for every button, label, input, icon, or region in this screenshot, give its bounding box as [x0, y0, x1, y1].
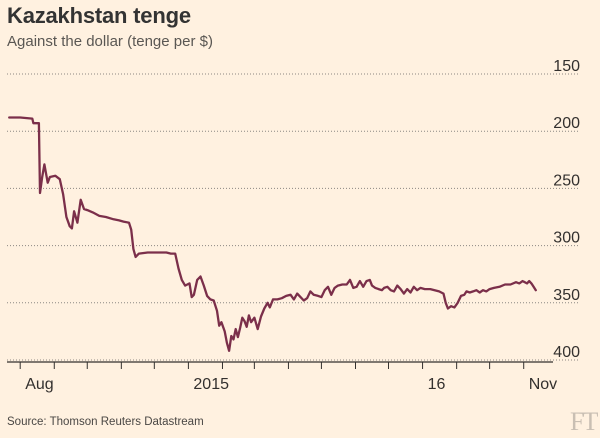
y-tick-label: 300 [553, 230, 580, 247]
x-tick-label: Aug [25, 376, 53, 393]
series-layer [8, 116, 537, 352]
y-axis-labels: 150 200 250 300 350 400 [553, 58, 580, 361]
series-line-0 [8, 116, 537, 352]
y-tick-label: 350 [553, 287, 580, 304]
chart-subtitle: Against the dollar (tenge per $) [7, 33, 213, 50]
x-tick-label: 16 [428, 376, 446, 393]
y-tick-label: 150 [553, 58, 580, 75]
source-note: Source: Thomson Reuters Datastream [7, 416, 204, 428]
x-tick-label: 2015 [193, 376, 229, 393]
x-tick-label: Nov [529, 376, 557, 393]
gridlines [7, 73, 580, 361]
chart-title: Kazakhstan tenge [7, 3, 191, 28]
y-tick-label: 400 [553, 344, 580, 361]
ft-logo: FT [570, 407, 598, 436]
x-axis: Aug 2015 16 Nov [7, 361, 557, 393]
y-tick-label: 200 [553, 115, 580, 132]
y-tick-label: 250 [553, 172, 580, 189]
